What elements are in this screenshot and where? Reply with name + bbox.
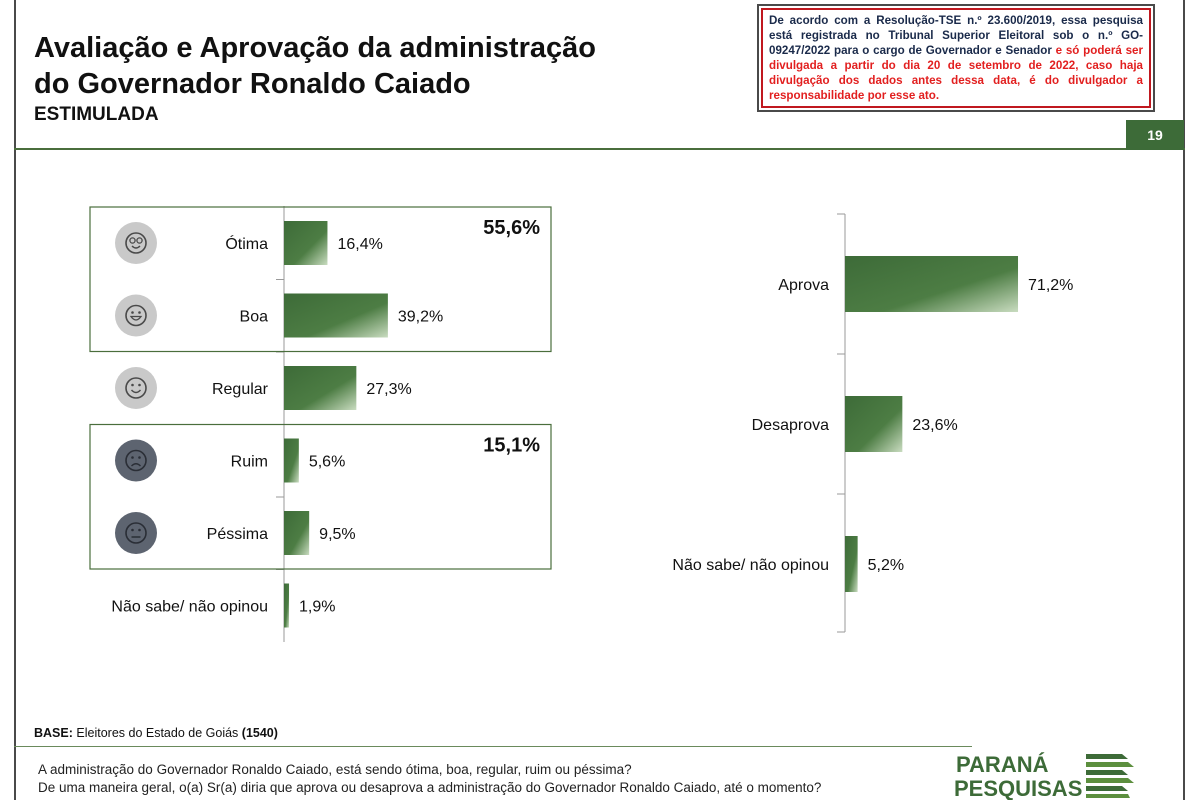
smiling-face-icon-eye-right xyxy=(138,383,141,387)
approval-chart: Aprova 71,2% Desaprova 23,6% Não sabe/ não o… xyxy=(672,213,1073,633)
logo-stripe-4 xyxy=(1086,778,1134,783)
star-eyes-face-icon xyxy=(115,222,157,264)
grinning-face-icon-eye-left xyxy=(131,311,134,314)
smiling-face-icon-disc xyxy=(115,367,157,409)
evaluation-label-regular: Regular xyxy=(212,381,269,398)
smiling-face-icon xyxy=(115,367,157,409)
page-subtitle: ESTIMULADA xyxy=(34,104,159,125)
evaluation-bar-ruim xyxy=(284,438,299,483)
frowning-face-icon-eye-left xyxy=(131,456,134,459)
evaluation-value-otima: 16,4% xyxy=(337,236,382,253)
logo-stripe-6 xyxy=(1086,794,1130,798)
evaluation-value-pessima: 9,5% xyxy=(319,526,355,543)
approval-bar-nao-sabe-nao-opinou xyxy=(845,536,858,592)
frowning-face-icon xyxy=(115,439,157,482)
question-1: A administração do Governador Ronaldo Ca… xyxy=(38,762,632,777)
grinning-face-icon xyxy=(115,294,157,337)
evaluation-bar-nao-sabe-nao-opinou xyxy=(284,583,290,628)
grinning-face-icon-mouth xyxy=(129,315,143,321)
evaluation-group-box-1 xyxy=(89,206,552,353)
frowning-face-icon-disc xyxy=(115,439,157,482)
legal-notice-box: De acordo com a Resolução-TSE n.º 23.600… xyxy=(757,4,1155,112)
base-note: BASE: Eleitores do Estado de Goiás (1540… xyxy=(34,726,278,740)
approval-bar-aprova xyxy=(845,256,1019,312)
evaluation-bar-boa xyxy=(284,293,388,338)
evaluation-group-total-1: 55,6% xyxy=(483,217,540,239)
header-divider xyxy=(14,148,1185,150)
evaluation-label-boa: Boa xyxy=(240,309,269,326)
logo-stripe-3 xyxy=(1086,770,1128,775)
parana-pesquisas-logo: PARANÁ PESQUISAS xyxy=(954,752,1134,800)
base-count: (1540) xyxy=(241,726,278,740)
legal-notice-inner: De acordo com a Resolução-TSE n.º 23.600… xyxy=(761,8,1151,108)
star-eyes-face-icon-eye-right xyxy=(136,237,143,244)
page-number-badge: 19 xyxy=(1126,120,1184,150)
logo-stripe-2 xyxy=(1086,762,1134,767)
neutral-face-icon xyxy=(115,512,157,554)
star-eyes-face-icon-disc xyxy=(115,222,157,264)
grinning-face-icon-eye-right xyxy=(138,311,141,314)
logo-line-1: PARANÁ xyxy=(956,752,1049,777)
star-eyes-face-icon-outline xyxy=(125,232,147,254)
approval-label-aprova: Aprova xyxy=(778,277,829,294)
evaluation-label-ruim: Ruim xyxy=(231,454,268,471)
grinning-face-icon-outline xyxy=(125,304,147,327)
base-label: BASE: xyxy=(34,726,73,740)
approval-value-aprova: 71,2% xyxy=(1028,277,1073,294)
frowning-face-icon-eye-right xyxy=(138,456,141,459)
star-eyes-face-icon-eye-left xyxy=(129,237,136,244)
evaluation-value-boa: 39,2% xyxy=(398,309,443,326)
evaluation-label-otima: Ótima xyxy=(225,234,268,253)
approval-label-desaprova: Desaprova xyxy=(752,417,829,434)
approval-label-nao-sabe-nao-opinou: Não sabe/ não opinou xyxy=(672,557,829,574)
footer-divider xyxy=(14,746,972,747)
legal-notice-registration: De acordo com a Resolução-TSE n.º 23.600… xyxy=(769,14,1143,57)
evaluation-group-total-2: 15,1% xyxy=(483,435,540,457)
neutral-face-icon-eye-left xyxy=(131,528,134,532)
logo-line-2: PESQUISAS xyxy=(954,776,1082,800)
evaluation-chart: Ótima 16,4% Boa 39,2% Regular 27,3% Ruim 5,6% Pé… xyxy=(89,206,552,642)
smiling-face-icon-outline xyxy=(125,377,147,399)
base-text: Eleitores do Estado de Goiás xyxy=(76,726,239,740)
star-eyes-face-icon-mouth xyxy=(131,245,141,249)
legal-notice-release-date: e só poderá ser divulgada a partir do di… xyxy=(769,44,1143,102)
approval-value-desaprova: 23,6% xyxy=(912,417,957,434)
frowning-face-icon-outline xyxy=(125,449,147,472)
smiling-face-icon-mouth xyxy=(130,389,142,394)
evaluation-value-nao-sabe-nao-opinou: 1,9% xyxy=(299,599,335,616)
evaluation-value-ruim: 5,6% xyxy=(309,454,345,471)
evaluation-bar-otima xyxy=(284,221,328,265)
evaluation-value-regular: 27,3% xyxy=(366,381,411,398)
smiling-face-icon-eye-left xyxy=(131,383,134,387)
neutral-face-icon-disc xyxy=(115,512,157,554)
neutral-face-icon-eye-right xyxy=(138,528,141,532)
evaluation-label-nao-sabe-nao-opinou: Não sabe/ não opinou xyxy=(111,599,268,616)
approval-bar-desaprova xyxy=(845,396,903,452)
neutral-face-icon-outline xyxy=(125,522,147,544)
frowning-face-icon-mouth xyxy=(131,463,141,467)
logo-stripe-5 xyxy=(1086,786,1128,791)
title-line-2: do Governador Ronaldo Caiado xyxy=(34,68,471,100)
grinning-face-icon-disc xyxy=(115,294,157,337)
title-line-1: Avaliação e Aprovação da administração xyxy=(34,32,596,64)
evaluation-bar-pessima xyxy=(284,511,310,555)
frame-right-border xyxy=(1183,0,1185,800)
page-title: Avaliação e Aprovação da administração d… xyxy=(34,30,734,102)
evaluation-group-box-2 xyxy=(89,423,552,570)
approval-value-nao-sabe-nao-opinou: 5,2% xyxy=(868,557,904,574)
evaluation-label-pessima: Péssima xyxy=(207,526,268,543)
question-2: De uma maneira geral, o(a) Sr(a) diria q… xyxy=(38,780,822,795)
frame-left-border xyxy=(14,0,16,800)
logo-stripe-1 xyxy=(1086,754,1128,759)
evaluation-bar-regular xyxy=(284,366,357,410)
